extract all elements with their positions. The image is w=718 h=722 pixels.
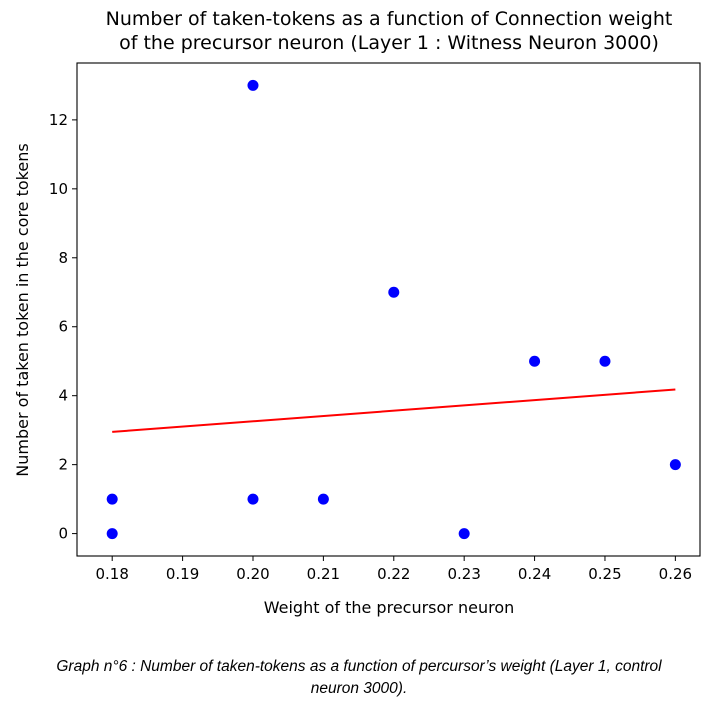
figure-caption: Graph n°6 : Number of taken-tokens as a … <box>0 656 718 700</box>
data-point <box>317 493 329 505</box>
y-axis-ticks: 0 2 4 6 8 10 12 <box>49 111 77 543</box>
data-point <box>247 79 259 91</box>
x-tick-label: 0.25 <box>588 565 621 583</box>
y-tick-label: 8 <box>58 249 68 267</box>
y-tick-label: 0 <box>58 525 68 543</box>
caption-line-2: neuron 3000). <box>310 680 408 697</box>
plot-frame <box>76 62 701 557</box>
x-axis-ticks: 0.18 0.19 0.20 0.21 0.22 0.23 0.24 0.25 0.26 <box>95 556 692 583</box>
chart-title-line-2: of the precursor neuron (Layer 1 : Witne… <box>119 32 659 54</box>
x-tick-label: 0.24 <box>518 565 551 583</box>
y-tick-label: 4 <box>58 387 68 405</box>
data-point <box>247 493 259 505</box>
y-tick-label: 2 <box>58 456 68 474</box>
data-point <box>106 493 118 505</box>
x-tick-label: 0.26 <box>659 565 692 583</box>
data-point <box>388 286 400 298</box>
caption-line-1: Graph n°6 : Number of taken-tokens as a … <box>56 658 662 675</box>
data-point <box>669 459 681 471</box>
data-point <box>599 355 611 367</box>
y-tick-label: 12 <box>49 111 68 129</box>
x-tick-label: 0.23 <box>447 565 480 583</box>
y-tick-label: 6 <box>58 318 68 336</box>
x-tick-label: 0.22 <box>377 565 410 583</box>
y-tick-label: 10 <box>49 180 68 198</box>
x-tick-label: 0.21 <box>307 565 340 583</box>
data-point <box>529 355 541 367</box>
data-point <box>106 528 118 540</box>
trend-line <box>112 388 676 433</box>
x-tick-label: 0.18 <box>95 565 128 583</box>
plot-area <box>106 79 681 540</box>
x-tick-label: 0.20 <box>236 565 269 583</box>
x-axis-label: Weight of the precursor neuron <box>264 598 515 617</box>
y-axis-label: Number of taken token in the core tokens <box>13 143 32 476</box>
x-tick-label: 0.19 <box>166 565 199 583</box>
data-point <box>458 528 470 540</box>
scatter-chart: Number of taken-tokens as a function of … <box>13 8 701 617</box>
chart-title-line-1: Number of taken-tokens as a function of … <box>106 8 673 30</box>
